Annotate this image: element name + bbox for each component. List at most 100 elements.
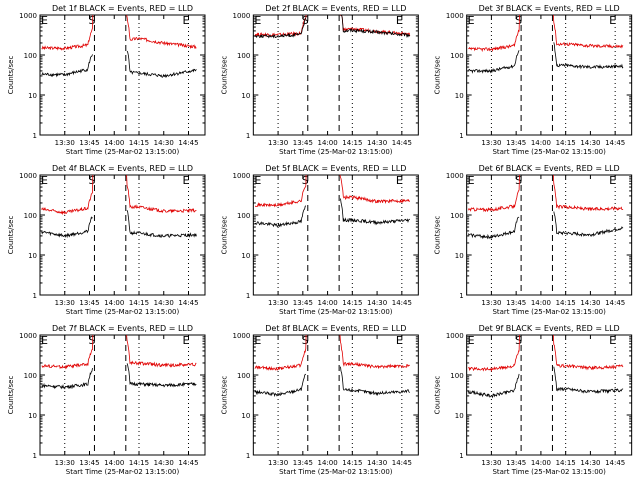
red-series-pre <box>254 334 307 371</box>
y-tick-label: 10 <box>241 92 250 100</box>
y-tick-label: 1 <box>459 132 463 140</box>
annotation-label: E <box>396 14 403 27</box>
annotation-label: E <box>254 334 261 347</box>
panel-title: Det 1f BLACK = Events, RED = LLD <box>52 4 193 13</box>
x-tick-label: 14:15 <box>556 139 576 147</box>
red-series-post <box>339 334 411 370</box>
y-tick-label: 1 <box>459 452 463 460</box>
plot-frame <box>252 334 419 456</box>
x-axis-label: Start Time (25-Mar-02 13:15:00) <box>66 468 180 476</box>
y-tick-label: 10 <box>455 92 464 100</box>
y-tick-label: 10 <box>241 412 250 420</box>
x-tick-label: 14:15 <box>129 459 149 467</box>
annotation-label: S <box>88 174 95 187</box>
x-tick-label: 13:30 <box>268 139 288 147</box>
x-tick-label: 14:45 <box>605 459 625 467</box>
black-series-post <box>553 211 624 237</box>
annotation-label: E <box>254 14 261 27</box>
panel-7: Det 7f BLACK = Events, RED = LLD 1 10 100 10… <box>7 324 206 476</box>
annotation-label: E <box>183 334 190 347</box>
panel-9: Det 9f BLACK = Events, RED = LLD 1 10 100 10… <box>434 324 633 476</box>
red-series-pre <box>41 174 94 216</box>
x-tick-label: 14:30 <box>580 459 600 467</box>
panel-title: Det 5f BLACK = Events, RED = LLD <box>265 164 406 173</box>
y-axis-label: Counts/sec <box>434 376 442 415</box>
x-tick-label: 14:15 <box>129 299 149 307</box>
black-series-post <box>340 14 411 39</box>
x-axis-label: Start Time (25-Mar-02 13:15:00) <box>492 148 606 156</box>
x-tick-label: 14:30 <box>367 139 387 147</box>
annotation-label: S <box>302 174 309 187</box>
black-series-post <box>553 366 624 394</box>
x-tick-label: 13:30 <box>55 139 75 147</box>
y-axis-label: Counts/sec <box>7 56 15 95</box>
panel-6: Det 6f BLACK = Events, RED = LLD 1 10 100 10… <box>434 164 633 316</box>
x-tick-label: 14:00 <box>104 299 124 307</box>
y-tick-label: 1000 <box>19 172 37 180</box>
panel-3: Det 3f BLACK = Events, RED = LLD 1 10 100 10… <box>434 4 633 156</box>
y-tick-label: 100 <box>450 212 463 220</box>
plot-frame <box>39 14 206 136</box>
black-series-post <box>126 363 197 388</box>
y-tick-label: 10 <box>241 252 250 260</box>
y-tick-label: 100 <box>237 52 250 60</box>
annotation-label: E <box>468 334 475 347</box>
x-tick-label: 13:45 <box>506 139 526 147</box>
panel-title: Det 9f BLACK = Events, RED = LLD <box>479 324 620 333</box>
black-series-pre <box>468 50 520 74</box>
x-tick-label: 13:45 <box>79 459 99 467</box>
red-series-post <box>126 14 197 50</box>
x-tick-label: 14:45 <box>178 139 198 147</box>
x-tick-label: 14:45 <box>392 299 412 307</box>
black-series-post <box>340 198 411 226</box>
annotation-label: E <box>41 14 48 27</box>
x-tick-label: 13:45 <box>506 299 526 307</box>
annotation-label: E <box>468 174 475 187</box>
panel-1: Det 1f BLACK = Events, RED = LLD 1 10 100 10… <box>7 4 206 156</box>
panel-8: Det 8f BLACK = Events, RED = LLD 1 10 100 10… <box>220 324 419 476</box>
black-series-pre <box>467 216 520 240</box>
y-tick-label: 1000 <box>446 332 464 340</box>
annotation-label: S <box>515 174 522 187</box>
x-tick-label: 14:15 <box>556 299 576 307</box>
red-series-post <box>126 174 197 214</box>
x-tick-label: 14:30 <box>580 299 600 307</box>
plot-frame <box>252 14 419 136</box>
x-tick-label: 14:00 <box>104 139 124 147</box>
red-series-pre <box>468 14 520 53</box>
x-tick-label: 14:30 <box>580 139 600 147</box>
y-tick-label: 10 <box>28 412 37 420</box>
y-axis-label: Counts/sec <box>434 56 442 95</box>
annotation-label: E <box>41 334 48 347</box>
black-series-pre <box>41 216 93 239</box>
x-tick-label: 14:45 <box>392 139 412 147</box>
y-axis-label: Counts/sec <box>220 216 228 255</box>
red-series-pre <box>467 174 520 213</box>
x-tick-label: 13:45 <box>79 139 99 147</box>
y-tick-label: 100 <box>237 372 250 380</box>
annotation-label: E <box>41 174 48 187</box>
x-axis-label: Start Time (25-Mar-02 13:15:00) <box>279 148 393 156</box>
x-tick-label: 14:00 <box>104 459 124 467</box>
y-tick-label: 1000 <box>233 172 251 180</box>
annotation-label: S <box>515 14 522 27</box>
red-series-post <box>126 334 197 368</box>
x-tick-label: 14:45 <box>605 299 625 307</box>
x-axis-label: Start Time (25-Mar-02 13:15:00) <box>492 468 606 476</box>
red-series-pre <box>468 334 520 373</box>
x-tick-label: 14:15 <box>129 139 149 147</box>
red-series-pre <box>41 14 94 51</box>
x-axis-label: Start Time (25-Mar-02 13:15:00) <box>492 308 606 316</box>
black-series-pre <box>254 205 307 228</box>
plot-frame <box>39 334 206 456</box>
red-series-post <box>552 334 624 371</box>
x-axis-label: Start Time (25-Mar-02 13:15:00) <box>66 308 180 316</box>
y-tick-label: 1 <box>246 132 250 140</box>
y-tick-label: 1000 <box>233 12 251 20</box>
annotation-label: S <box>302 14 309 27</box>
y-tick-label: 100 <box>24 212 37 220</box>
y-tick-label: 1 <box>459 292 463 300</box>
annotation-label: E <box>183 174 190 187</box>
panel-title: Det 6f BLACK = Events, RED = LLD <box>479 164 620 173</box>
